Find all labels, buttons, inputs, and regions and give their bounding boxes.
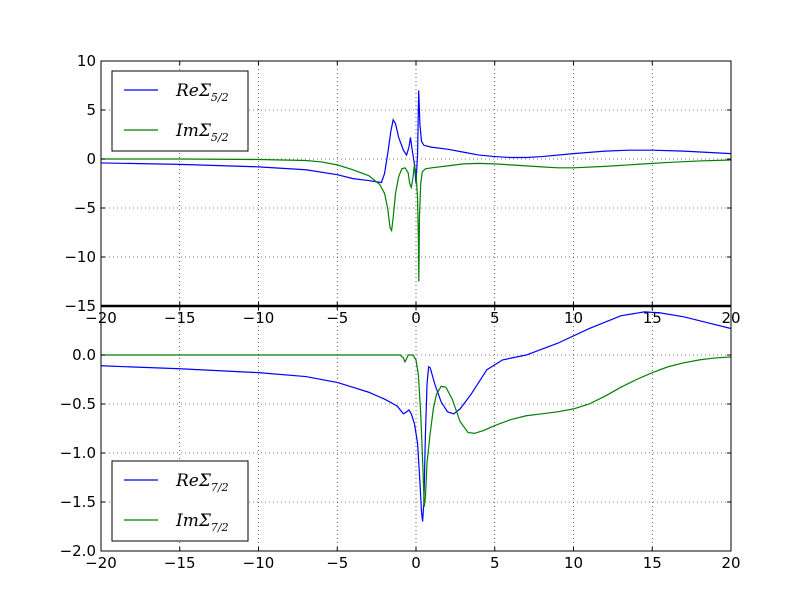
legend-label-main: ReΣ (175, 471, 212, 491)
y-tick-label: 0.0 (72, 346, 96, 364)
y-tick-label: −1.0 (60, 444, 96, 462)
legend-label-subscript: 7/2 (211, 481, 229, 494)
y-tick-label: −1.5 (60, 493, 96, 511)
legend-label-subscript: 5/2 (211, 131, 229, 144)
x-tick-label: −15 (164, 554, 196, 572)
legend-label-main: ImΣ (175, 121, 212, 141)
legend-box (111, 460, 249, 542)
legend-label-subscript: 5/2 (211, 91, 229, 104)
legend-label: ReΣ7/2 (175, 471, 229, 494)
y-tick-label: −10 (64, 248, 96, 266)
y-tick-label: 10 (77, 52, 96, 70)
x-tick-label: −10 (243, 554, 275, 572)
panel-2: −20 −15 −10 −5 0 5 10 15 20 −2.0 −1.5 −1.0 −0.5 0.0 Re… (60, 305, 741, 572)
x-tick-label: −5 (326, 554, 348, 572)
series-line-1 (101, 311, 731, 522)
y-tick-label: −2.0 (60, 542, 96, 560)
x-tick-label: 15 (643, 554, 662, 572)
x-tick-label: 0 (411, 554, 421, 572)
x-tick-label: 10 (564, 554, 583, 572)
y-tick-label: −5 (74, 199, 96, 217)
y-tick-label: 5 (86, 101, 96, 119)
x-tick-label: 5 (490, 554, 500, 572)
legend-label-subscript: 7/2 (211, 521, 229, 534)
legend-label-main: ImΣ (175, 511, 212, 531)
series-line-2 (101, 158, 731, 282)
legend-label: ReΣ5/2 (175, 81, 229, 104)
y-tick-label: 0 (86, 150, 96, 168)
y-tick-label: −0.5 (60, 395, 96, 413)
series-line-2 (101, 354, 731, 507)
legend-label: ImΣ5/2 (175, 121, 229, 144)
legend-label-main: ReΣ (175, 81, 212, 101)
legend-label: ImΣ7/2 (175, 511, 229, 534)
y-tick-label: −15 (64, 297, 96, 315)
legend-box (111, 70, 249, 152)
series-line-1 (101, 90, 731, 184)
x-tick-label: 20 (721, 554, 740, 572)
x-tick-label: −20 (85, 554, 117, 572)
